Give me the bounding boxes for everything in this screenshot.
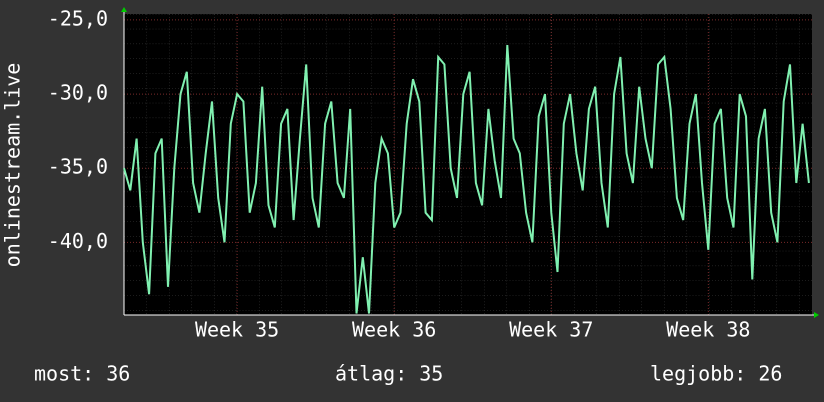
y-tick-label: -25,0 <box>48 6 108 30</box>
x-tick-label: Week 38 <box>666 318 750 342</box>
legend-label: átlag: <box>335 362 407 386</box>
legend-label: most: <box>34 362 94 386</box>
legend-label: legjobb: <box>650 362 746 386</box>
y-tick-label: -40,0 <box>48 229 108 253</box>
y-tick-label: -35,0 <box>48 155 108 179</box>
x-tick-label: Week 37 <box>509 318 593 342</box>
minor-grid <box>124 14 812 315</box>
y-tick-label: -30,0 <box>48 81 108 105</box>
x-tick-label: Week 35 <box>195 318 279 342</box>
legend-value: 26 <box>758 362 782 386</box>
legend-value: 36 <box>106 362 130 386</box>
y-axis-label: onlinestream.live <box>1 63 25 268</box>
legend-value: 35 <box>419 362 443 386</box>
x-tick-label: Week 36 <box>352 318 436 342</box>
axis-arrow <box>121 7 127 12</box>
axis-arrow <box>814 312 819 318</box>
data-line <box>123 45 810 314</box>
